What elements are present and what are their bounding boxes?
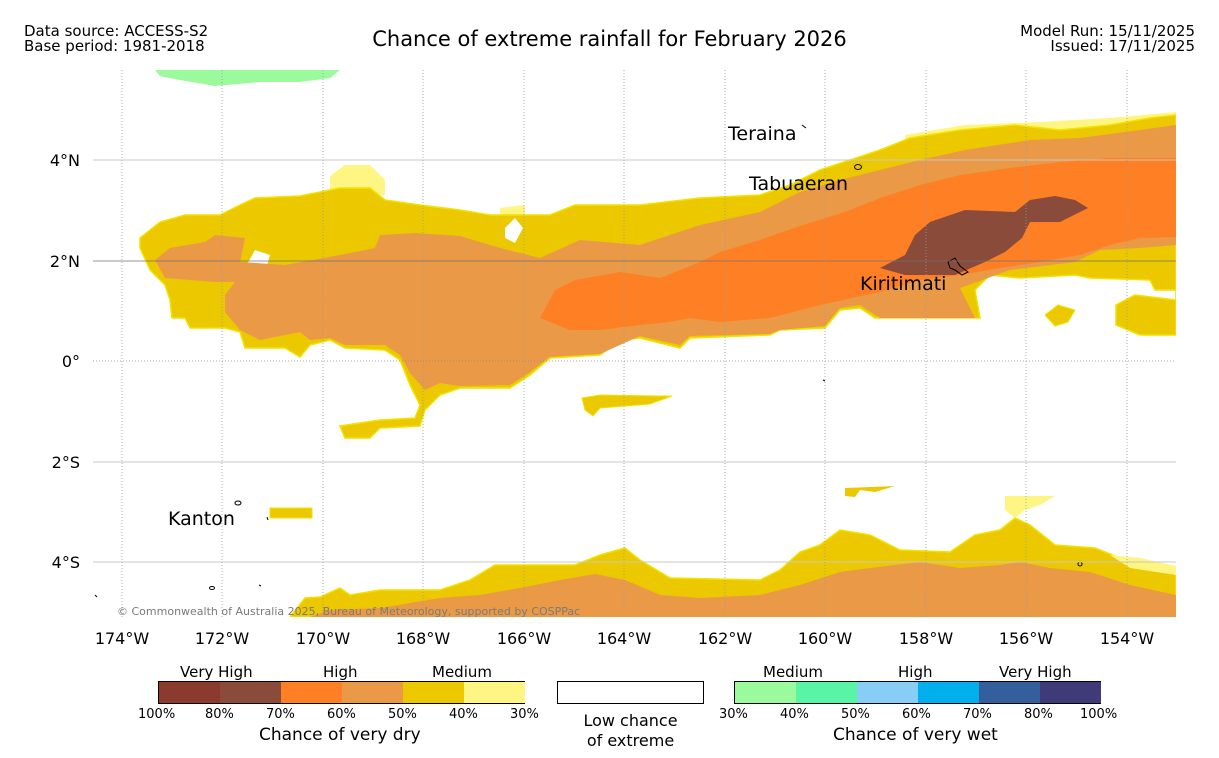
lat-label: 0° — [62, 352, 80, 371]
dry-tick: 50% — [388, 707, 417, 722]
lon-label: 172°W — [195, 629, 250, 648]
wet-swatch — [1040, 682, 1101, 703]
map-gridlines — [93, 70, 1176, 617]
wet-tick: 50% — [841, 707, 870, 722]
dry-swatch — [342, 682, 403, 703]
lon-label: 158°W — [899, 629, 954, 648]
lon-label: 164°W — [597, 629, 652, 648]
dry-high-core — [540, 158, 1176, 330]
low-chance-line: Low chance — [583, 711, 678, 730]
dry-light-fringe — [1110, 555, 1176, 575]
lat-label: 4°N — [50, 151, 80, 170]
wet-group-label: Medium — [763, 663, 823, 681]
dry-tick: 30% — [510, 707, 539, 722]
dry-swatch — [220, 682, 281, 703]
low-chance-swatch — [557, 681, 704, 704]
lon-label: 162°W — [698, 629, 753, 648]
model-run-text: Model Run: 15/11/2025 — [1020, 22, 1195, 40]
dry-medium-region — [1044, 304, 1076, 327]
wet-group-label: High — [898, 663, 933, 681]
dry-tick: 70% — [266, 707, 295, 722]
low-chance-gap — [505, 218, 523, 243]
place-label-kiritimati: Kiritimati — [860, 273, 946, 295]
dry-medium-region — [269, 507, 313, 519]
wet-tick: 70% — [963, 707, 992, 722]
place-label-teraina: Teraina — [727, 123, 797, 145]
data-source-text: Data source: ACCESS-S2 — [24, 22, 209, 40]
wet-group-label: Very High — [999, 663, 1072, 681]
dry-group-label: Medium — [432, 663, 492, 681]
issued-text: Issued: 17/11/2025 — [1050, 37, 1195, 55]
dry-swatch — [403, 682, 464, 703]
wet-colorbar-title: Chance of very wet — [833, 725, 998, 745]
dry-group-label: High — [323, 663, 358, 681]
lon-label: 174°W — [95, 629, 150, 648]
wet-tick: 80% — [1024, 707, 1053, 722]
header-source-info: Data source: ACCESS-S2 Base period: 1981… — [24, 24, 208, 54]
dry-medium-region — [581, 394, 673, 417]
wet-swatch — [918, 682, 979, 703]
base-period-text: Base period: 1981-2018 — [24, 37, 205, 55]
dry-swatch — [281, 682, 342, 703]
lat-label: 2°S — [52, 453, 80, 472]
dry-tick: 40% — [449, 707, 478, 722]
copyright-text: © Commonwealth of Australia 2025, Bureau… — [117, 605, 580, 618]
dry-group-label: Very High — [180, 663, 253, 681]
wet-tick: 60% — [902, 707, 931, 722]
wet-swatch — [979, 682, 1040, 703]
wet-swatch — [735, 682, 796, 703]
place-label-kanton: Kanton — [168, 508, 235, 530]
wet-swatch — [796, 682, 857, 703]
dry-swatch — [464, 682, 525, 703]
place-label-tabuaeran: Tabuaeran — [748, 173, 848, 195]
map-title: Chance of extreme rainfall for February … — [372, 27, 847, 51]
dry-tick: 100% — [138, 707, 176, 722]
wet-colorbar — [734, 681, 1101, 704]
dry-colorbar-title: Chance of very dry — [259, 725, 421, 745]
lon-label: 168°W — [396, 629, 451, 648]
wet-medium-region — [155, 70, 340, 86]
low-chance-label: Low chance of extreme — [557, 711, 704, 751]
lat-label: 4°S — [52, 553, 80, 572]
lon-label: 154°W — [1100, 629, 1155, 648]
lon-label: 160°W — [798, 629, 853, 648]
dry-tick: 60% — [327, 707, 356, 722]
header-run-info: Model Run: 15/11/2025 Issued: 17/11/2025 — [1020, 24, 1195, 54]
wet-swatch — [857, 682, 918, 703]
dry-swatch — [159, 682, 220, 703]
dry-medium-region — [845, 486, 895, 497]
wet-tick: 40% — [780, 707, 809, 722]
dry-light-fringe — [1005, 496, 1055, 518]
wet-tick: 30% — [719, 707, 748, 722]
dry-colorbar — [158, 681, 525, 704]
dry-tick: 80% — [205, 707, 234, 722]
map-shading — [94, 70, 1176, 617]
lon-label: 156°W — [999, 629, 1054, 648]
low-chance-line: of extreme — [586, 731, 675, 750]
dry-very-high-region — [880, 196, 1088, 275]
wet-tick: 100% — [1080, 707, 1118, 722]
lon-label: 170°W — [296, 629, 351, 648]
dry-high-region — [310, 562, 1176, 617]
lat-label: 2°N — [50, 252, 80, 271]
lon-label: 166°W — [497, 629, 552, 648]
